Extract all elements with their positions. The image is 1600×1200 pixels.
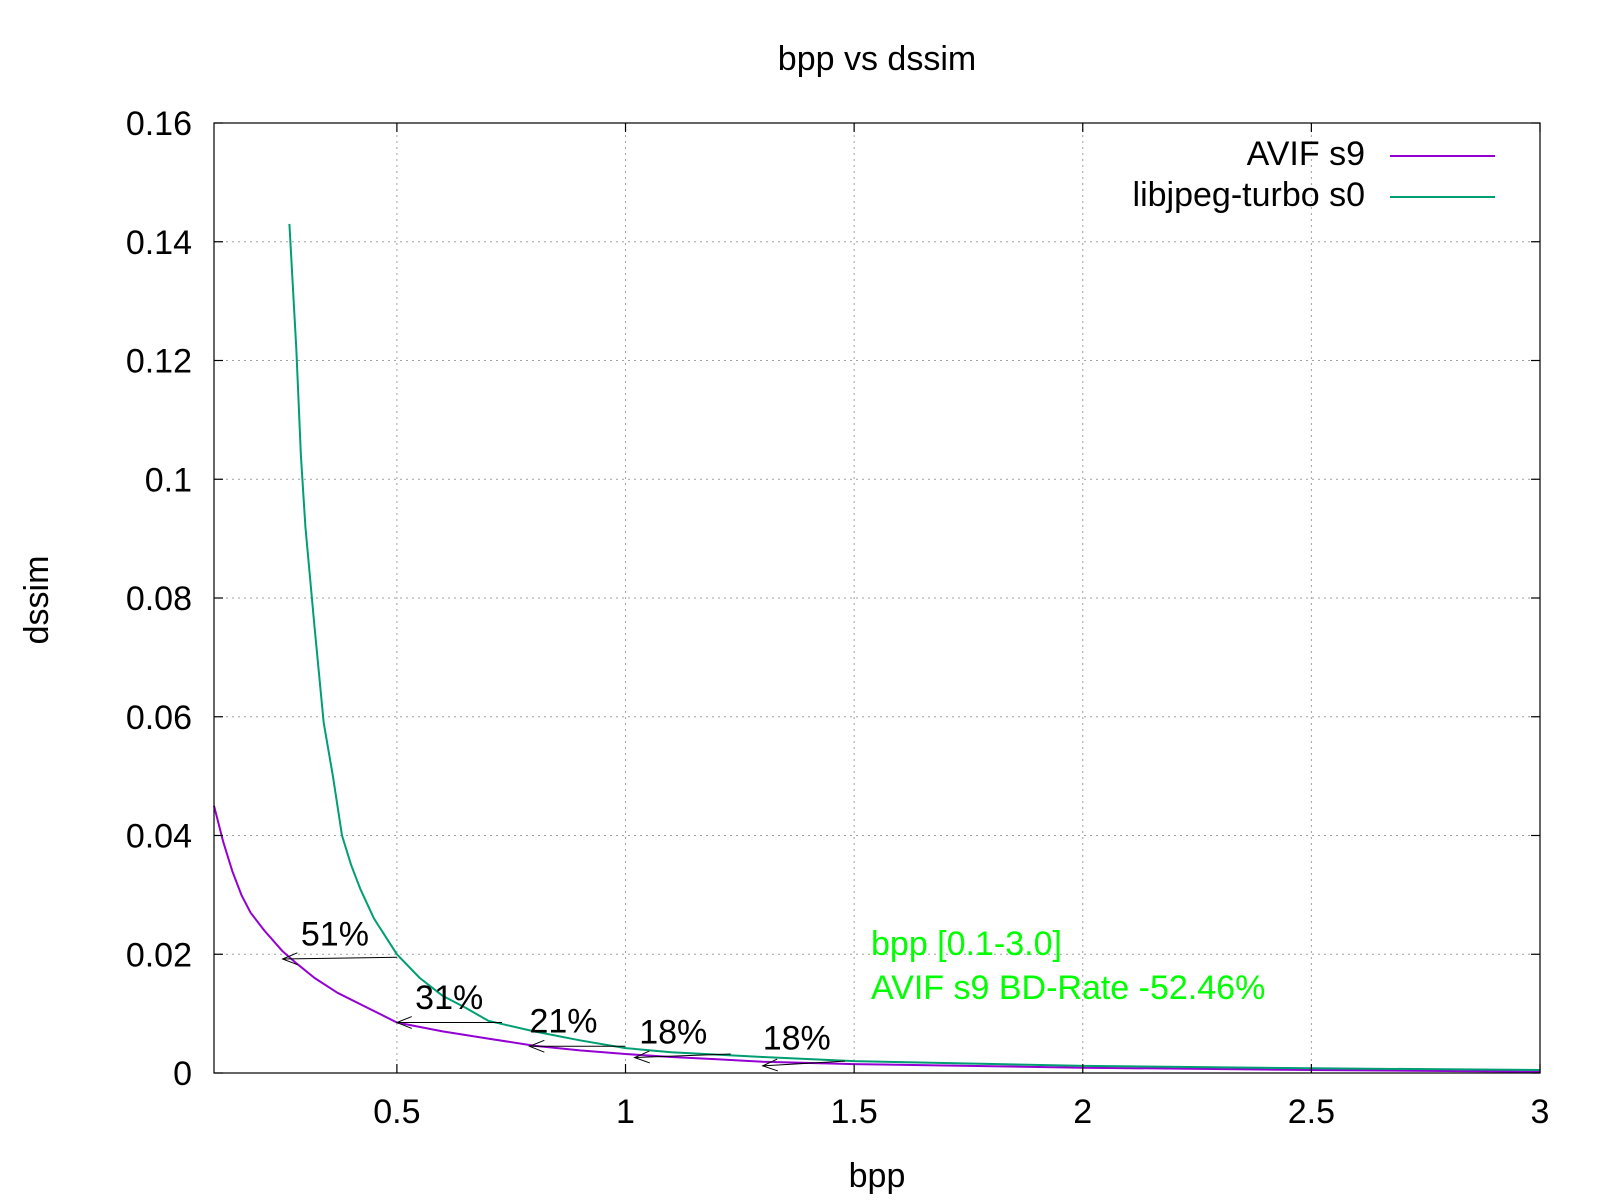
annotation-label-1: 31%: [415, 979, 483, 1017]
y-tick-label: 0.02: [126, 936, 192, 974]
legend-label-libjpeg-turbo-s0: libjpeg-turbo s0: [1133, 176, 1365, 214]
annotation-arrow-4: [762, 1060, 846, 1067]
x-tick-label: 3: [1531, 1093, 1550, 1131]
annotation-arrow-3: [634, 1053, 731, 1059]
series-line-1: [288, 223, 1541, 1071]
y-tick-label: 0: [173, 1055, 192, 1093]
y-tick-label: 0.04: [126, 818, 192, 856]
x-tick-label: 1: [616, 1093, 635, 1131]
legend: AVIF s9 libjpeg-turbo s0: [1133, 135, 1495, 214]
annotation-arrowhead-1: [395, 1016, 412, 1029]
tick-layer: 0 0.02 0.04 0.06 0.08 0.1 0.12 0.14 0.16 0.5 1 1.5 2…: [126, 105, 1550, 1131]
annotation-label-4: 18%: [763, 1019, 831, 1057]
x-axis-label: bpp: [849, 1157, 906, 1195]
y-tick-label: 0.14: [126, 224, 192, 262]
chart-title: bpp vs dssim: [778, 40, 976, 78]
bd-rate-range-text: bpp [0.1-3.0]: [871, 925, 1062, 963]
y-axis-label: dssim: [18, 556, 56, 645]
y-tick-label: 0.06: [126, 699, 192, 737]
annotation-label-3: 18%: [639, 1013, 707, 1051]
y-tick-label: 0.08: [126, 580, 192, 618]
x-tick-label: 0.5: [373, 1093, 420, 1131]
bd-rate-value-text: AVIF s9 BD-Rate -52.46%: [871, 969, 1265, 1007]
annotation-arrowhead-2: [528, 1039, 545, 1053]
y-tick-label: 0.1: [145, 461, 192, 499]
legend-label-avif-s9: AVIF s9: [1247, 135, 1365, 173]
annotation-arrowhead-3: [633, 1050, 650, 1064]
annotation-arrowhead-0: [281, 952, 298, 966]
y-tick-label: 0.12: [126, 343, 192, 381]
x-tick-label: 2.5: [1288, 1093, 1335, 1131]
x-tick-label: 2: [1073, 1093, 1092, 1131]
annotation-label-0: 51%: [301, 915, 369, 953]
x-tick-label: 1.5: [831, 1093, 878, 1131]
annotation-label-2: 21%: [529, 1003, 597, 1041]
y-tick-label: 0.16: [126, 105, 192, 143]
annotation-arrowhead-4: [761, 1058, 779, 1072]
grid-layer: [214, 123, 1540, 1073]
annotation-arrow-0: [282, 956, 397, 960]
annotation-layer: 51% 31% 21% 18% 18%: [281, 915, 846, 1072]
